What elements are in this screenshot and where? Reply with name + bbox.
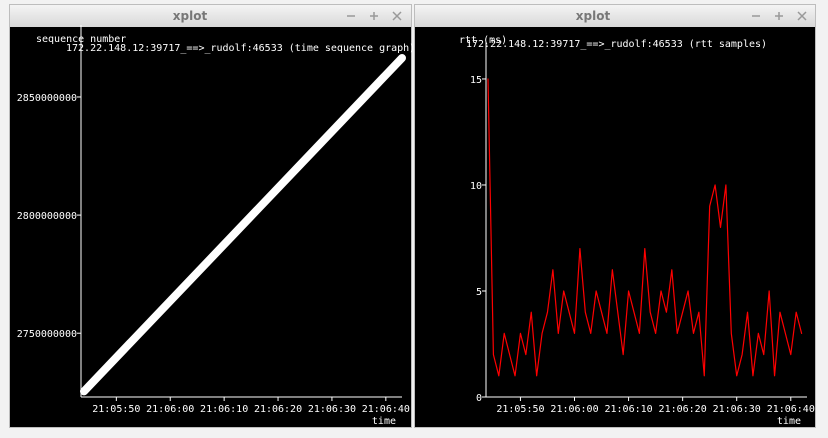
x-tick-label: 21:06:10	[200, 404, 248, 415]
y-tick-label: 0	[476, 393, 482, 404]
x-tick-label: 21:06:10	[604, 404, 652, 415]
y-tick-label: 10	[470, 181, 482, 192]
y-tick-label: 2800000000	[17, 211, 77, 222]
x-axis-label: time	[372, 416, 396, 427]
plot-title: 172.22.148.12:39717_==>_rudolf:46533 (ti…	[66, 43, 415, 54]
x-tick-label: 21:06:30	[308, 404, 356, 415]
window-title: xplot	[576, 9, 611, 23]
window-title: xplot	[173, 9, 208, 23]
title-bar[interactable]	[415, 5, 815, 27]
x-tick-label: 21:05:50	[496, 404, 544, 415]
x-tick-label: 21:06:00	[550, 404, 598, 415]
title-bar[interactable]	[10, 5, 411, 27]
data-line	[80, 53, 406, 396]
y-tick-label: 2750000000	[17, 329, 77, 340]
x-tick-label: 21:06:20	[659, 404, 707, 415]
x-tick-label: 21:05:50	[92, 404, 140, 415]
y-axis-label: sequence number	[36, 34, 126, 45]
x-tick-label: 21:06:40	[767, 404, 815, 415]
plot-title: 172.22.148.12:39717_==>_rudolf:46533 (rt…	[466, 39, 767, 50]
plot-canvas	[415, 27, 815, 427]
y-tick-label: 5	[476, 287, 482, 298]
window-buttons[interactable]	[752, 11, 807, 21]
y-tick-label: 2850000000	[17, 93, 77, 104]
y-axis-label: rtt (ms)	[459, 35, 507, 46]
data-line	[487, 78, 803, 377]
x-tick-label: 21:06:20	[254, 404, 302, 415]
x-axis-label: time	[777, 416, 801, 427]
x-tick-label: 21:06:40	[362, 404, 410, 415]
x-tick-label: 21:06:30	[713, 404, 761, 415]
plot-canvas	[10, 27, 411, 427]
window-buttons[interactable]	[347, 11, 402, 21]
y-tick-label: 15	[470, 75, 482, 86]
x-tick-label: 21:06:00	[146, 404, 194, 415]
